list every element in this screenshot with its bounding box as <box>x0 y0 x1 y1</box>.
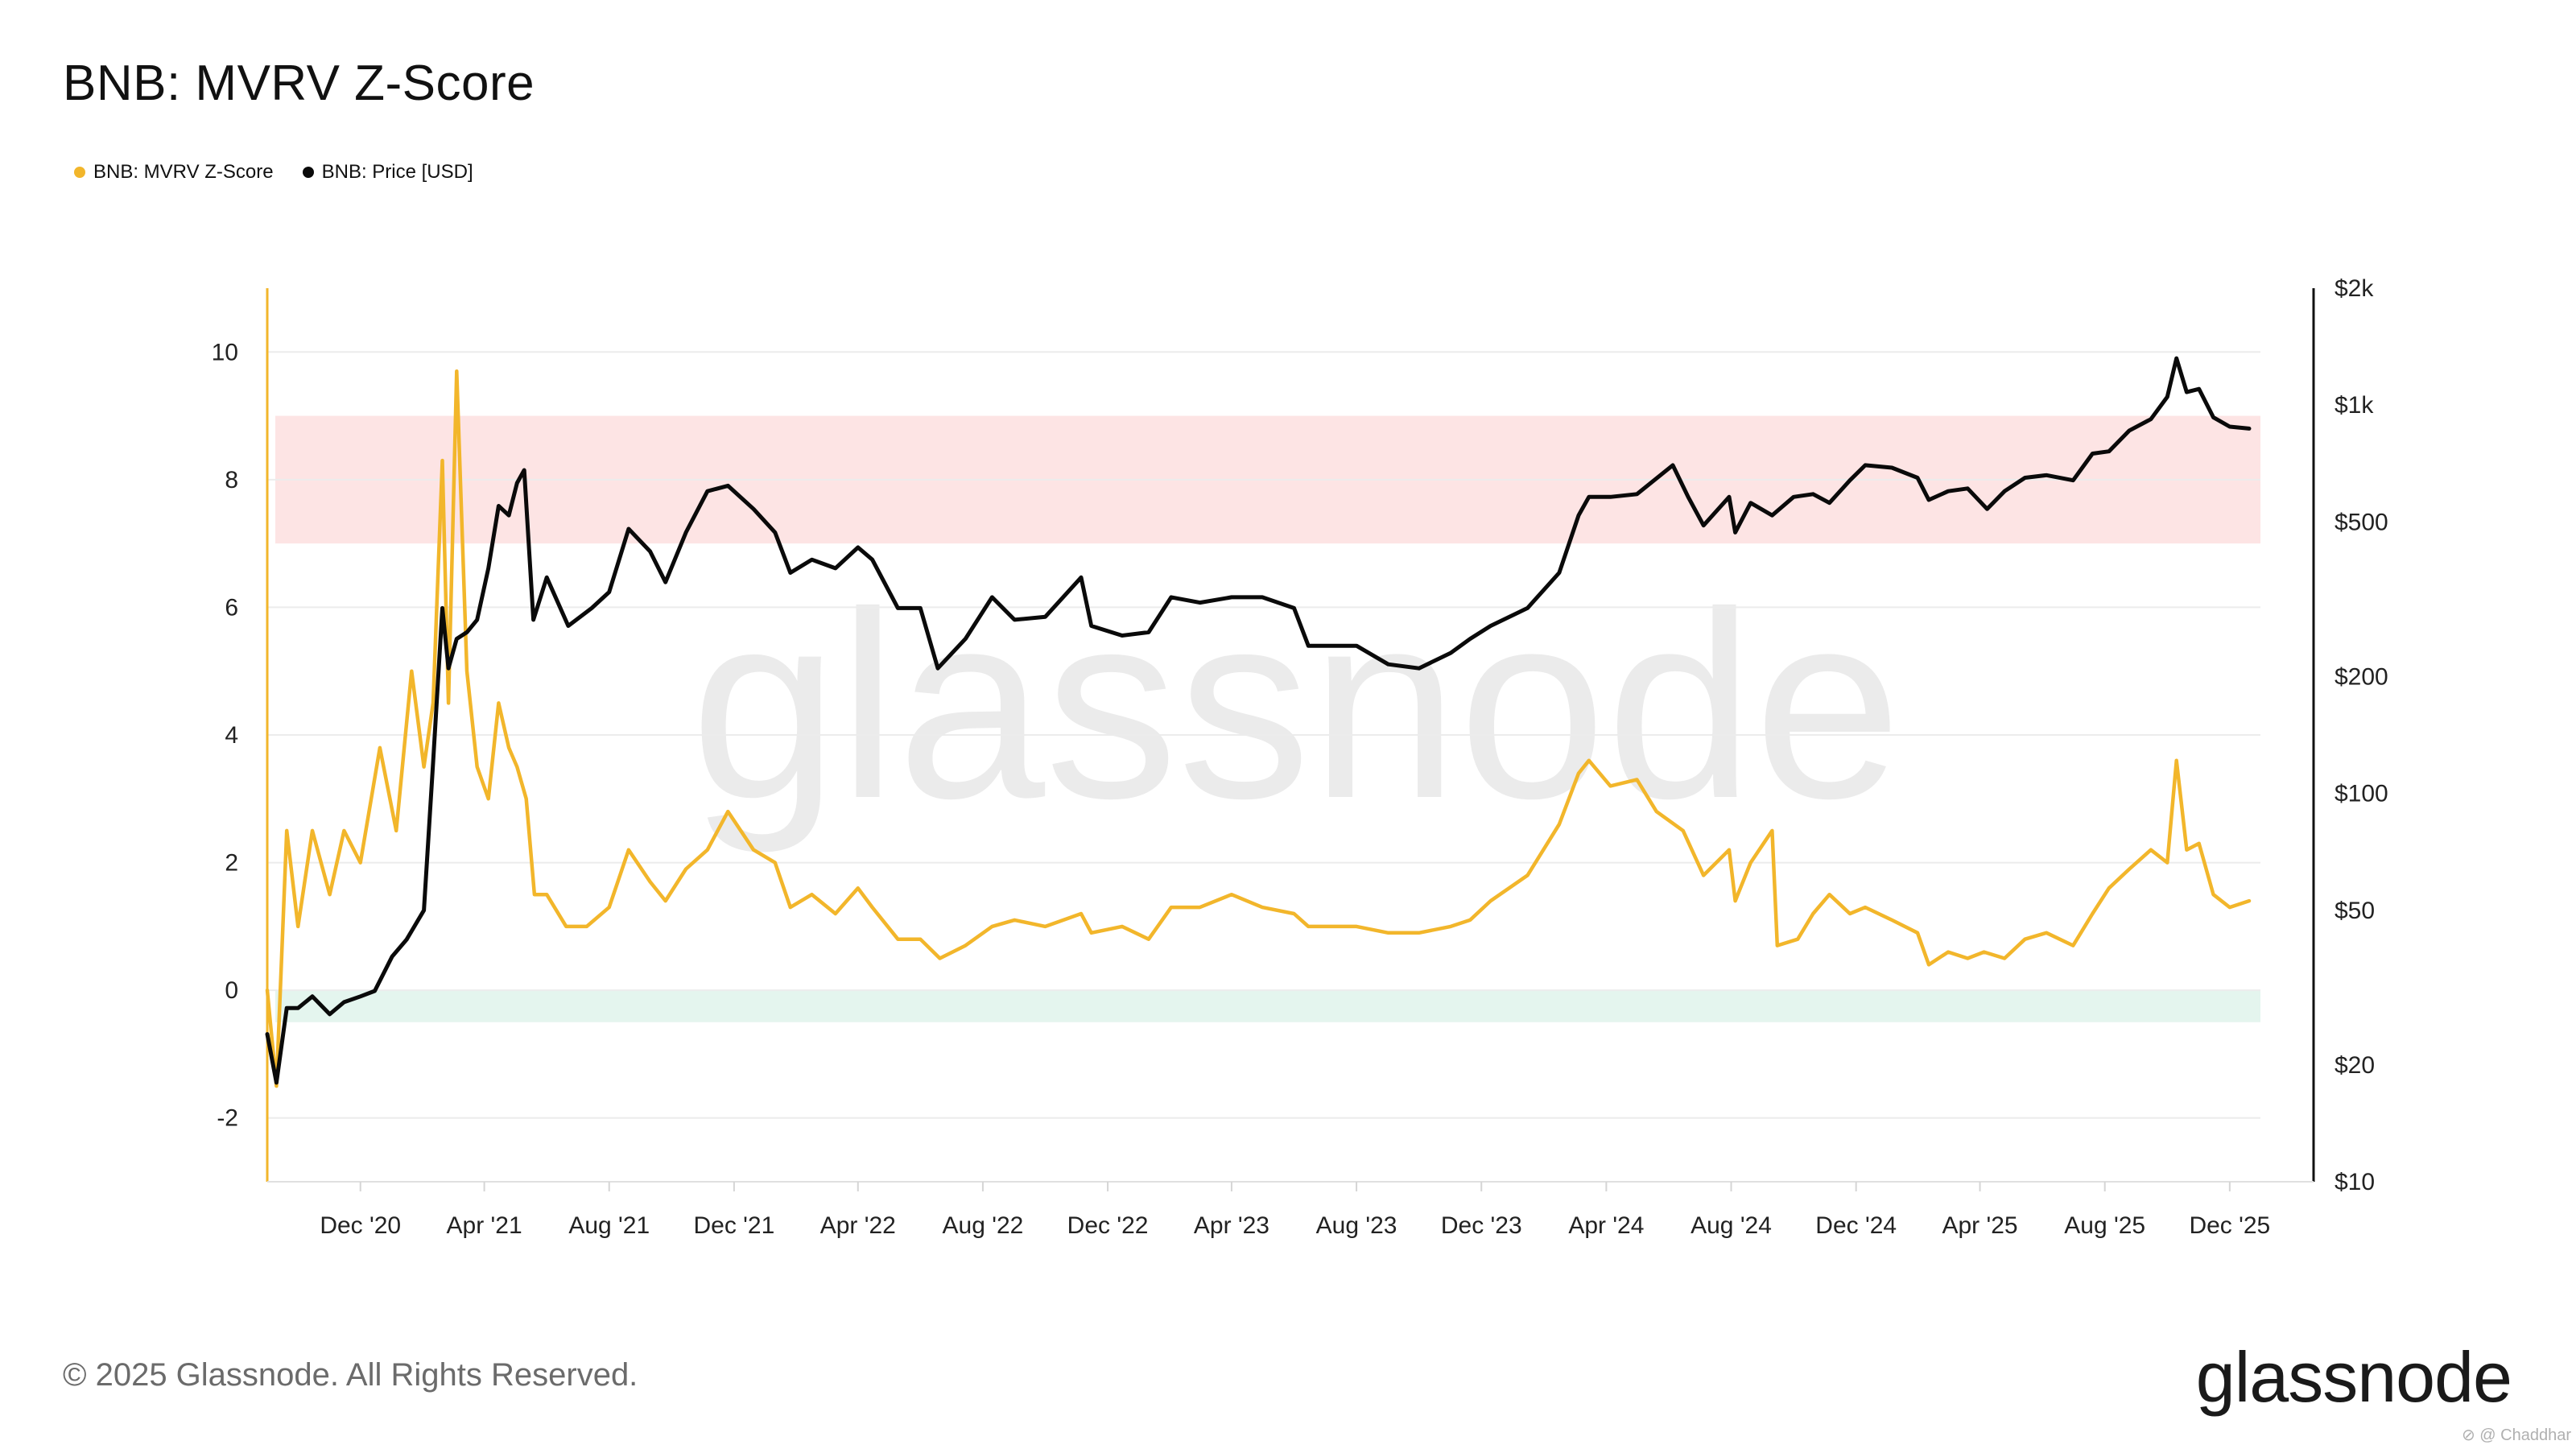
x-tick-label: Aug '25 <box>2064 1212 2145 1239</box>
y-right-tick-label: $50 <box>2334 898 2375 924</box>
x-tick-label: Apr '21 <box>447 1212 522 1239</box>
y-left-tick-label: 0 <box>225 977 238 1004</box>
x-tick-label: Aug '22 <box>943 1212 1024 1239</box>
legend: BNB: MVRV Z-Score BNB: Price [USD] <box>74 161 473 184</box>
y-right-tick-label: $10 <box>2334 1169 2375 1195</box>
y-left-tick-label: 6 <box>225 594 238 621</box>
y-left-tick-label: 10 <box>212 339 238 365</box>
y-left-tick-label: -2 <box>217 1105 238 1132</box>
x-tick-label: Apr '25 <box>1942 1212 2017 1239</box>
y-right-tick-label: $1k <box>2334 392 2374 419</box>
x-tick-label: Dec '24 <box>1815 1212 1897 1239</box>
x-tick-label: Dec '23 <box>1441 1212 1522 1239</box>
credit-tag: ⊘ @ Chaddhar <box>2461 1426 2571 1444</box>
y-right-tick-label: $100 <box>2334 781 2388 807</box>
y-left-tick-label: 8 <box>225 467 238 493</box>
x-tick-label: Apr '24 <box>1568 1212 1644 1239</box>
legend-label-mvrv: BNB: MVRV Z-Score <box>93 161 274 183</box>
y-right-tick-label: $2k <box>2334 275 2374 302</box>
legend-dot-mvrv <box>74 167 85 178</box>
brand-logo[interactable]: glassnode <box>2195 1337 2512 1417</box>
mvrv-zscore-series-line <box>265 369 2252 1088</box>
x-tick-label: Dec '25 <box>2189 1212 2270 1239</box>
y-right-tick-label: $200 <box>2334 663 2388 690</box>
x-tick-label: Aug '21 <box>568 1212 650 1239</box>
chart-title: BNB: MVRV Z-Score <box>63 56 535 111</box>
y-right-tick-label: $500 <box>2334 509 2388 535</box>
copyright-footer: © 2025 Glassnode. All Rights Reserved. <box>63 1357 638 1393</box>
y-left-tick-label: 2 <box>225 850 238 877</box>
x-tick-label: Aug '24 <box>1690 1212 1772 1239</box>
watermark: glassnode <box>691 556 1902 855</box>
x-tick-label: Apr '23 <box>1194 1212 1269 1239</box>
x-tick-label: Dec '21 <box>694 1212 775 1239</box>
legend-dot-price <box>302 167 314 178</box>
legend-item-mvrv[interactable]: BNB: MVRV Z-Score <box>74 161 274 184</box>
x-tick-label: Aug '23 <box>1316 1212 1397 1239</box>
zone-band-1 <box>275 990 2260 1022</box>
legend-item-price[interactable]: BNB: Price [USD] <box>302 161 473 184</box>
x-tick-label: Dec '22 <box>1067 1212 1149 1239</box>
legend-label-price: BNB: Price [USD] <box>321 161 473 183</box>
y-left-tick-label: 4 <box>225 722 238 749</box>
x-tick-label: Apr '22 <box>820 1212 896 1239</box>
x-tick-label: Dec '20 <box>320 1212 401 1239</box>
y-right-tick-label: $20 <box>2334 1052 2375 1079</box>
price-series-line <box>265 356 2252 1085</box>
